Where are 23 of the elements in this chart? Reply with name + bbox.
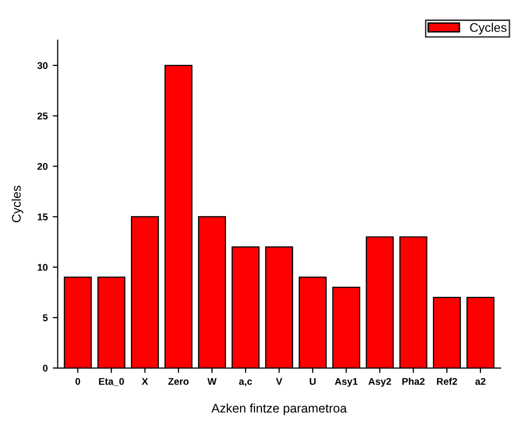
- x-axis-title: Azken fintze parametroa: [211, 403, 347, 416]
- y-tick-label: 20: [37, 163, 48, 170]
- y-tick-label: 10: [38, 264, 48, 271]
- legend-label: Cycles: [470, 22, 506, 34]
- y-tick-label: 5: [42, 314, 48, 322]
- x-tick-label: W: [207, 378, 217, 385]
- x-tick-label: Asy2: [368, 378, 392, 387]
- y-tick-label: 15: [38, 214, 48, 220]
- x-tick-label: Zero: [168, 378, 189, 385]
- x-tick-label: 0: [75, 378, 80, 385]
- y-axis-title: Cycles: [12, 186, 24, 222]
- x-tick-label: a2: [475, 378, 486, 385]
- x-tick-label: Pha2: [402, 378, 425, 385]
- x-tick-label: V: [276, 378, 282, 385]
- y-tick-label: 30: [37, 62, 48, 70]
- x-tick-label: Ref2: [437, 378, 458, 385]
- x-tick-label: Eta_0: [99, 378, 124, 386]
- x-tick-label: a,c: [239, 380, 252, 386]
- x-tick-label: U: [310, 378, 316, 385]
- x-tick-label: Asy1: [334, 378, 358, 387]
- y-tick-label: 0: [42, 364, 48, 372]
- y-tick-label: 25: [37, 112, 48, 120]
- x-tick-label: X: [142, 378, 148, 385]
